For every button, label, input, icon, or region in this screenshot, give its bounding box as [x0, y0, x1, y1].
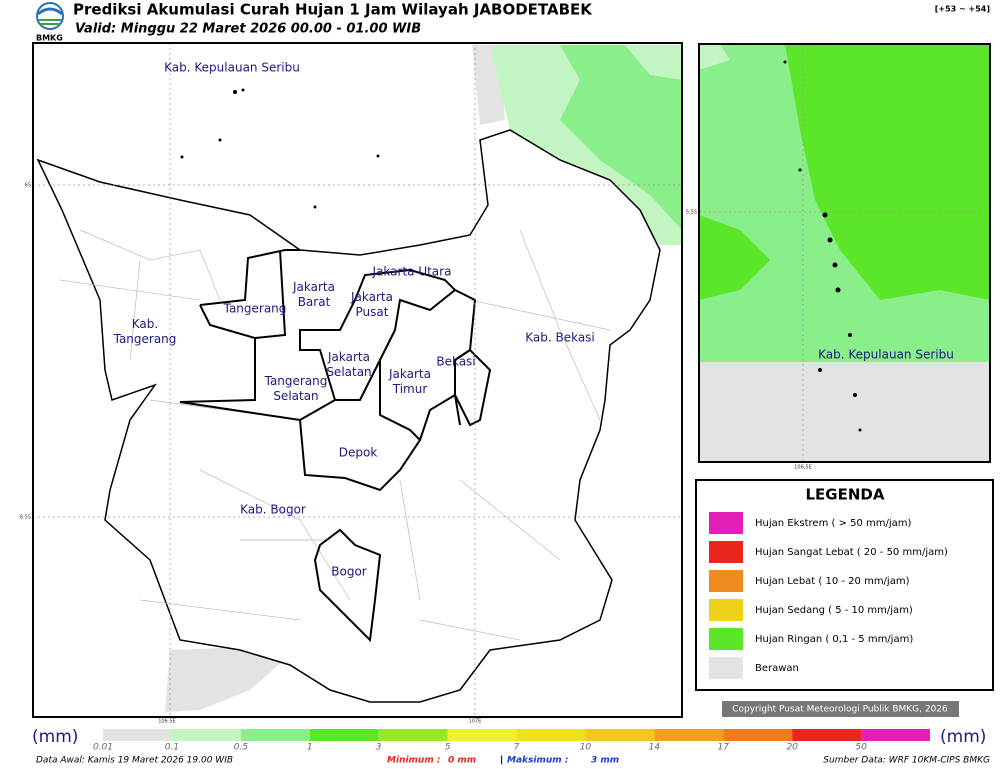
colorbar-tick: 5	[445, 743, 451, 753]
legend-swatch	[709, 657, 743, 679]
colorbar-tick: 17	[718, 743, 730, 753]
footer-max-label: Maksimum :	[507, 756, 568, 766]
inset-label: Kab. Kepulauan Seribu	[818, 348, 954, 362]
region-label: Kab. Bogor	[240, 503, 306, 517]
footer-separator: |	[500, 756, 503, 766]
colorbar-segment	[171, 729, 241, 741]
lat-tick: 6S	[25, 183, 31, 189]
legend-swatch	[709, 599, 743, 621]
region-label: Bekasi	[436, 355, 475, 369]
copyright-bg	[722, 701, 959, 717]
legend-label: Hujan Ekstrem ( > 50 mm/jam)	[755, 518, 912, 529]
legend-box	[695, 479, 994, 691]
region-label: Timur	[392, 382, 428, 396]
copyright: Copyright Pusat Meteorologi Publik BMKG,…	[732, 705, 948, 715]
code: [+53 ~ +54]	[935, 5, 990, 14]
colorbar-tick: 10	[580, 743, 592, 753]
legend-title: LEGENDA	[806, 486, 885, 504]
legend-swatch	[709, 628, 743, 650]
region-label: Kab.	[132, 317, 158, 331]
footer-min-label: Minimum :	[387, 756, 440, 766]
region-label: Tangerang	[223, 302, 287, 316]
colorbar-tick: 0.01	[93, 743, 113, 753]
colorbar-segment	[447, 729, 517, 741]
colorbar-segment	[240, 729, 310, 741]
legend-label: Berawan	[755, 663, 799, 674]
footer-source: Sumber Data: WRF 10KM-CIPS BMKG	[823, 756, 990, 766]
region-label: Selatan	[326, 365, 371, 379]
region-label: Selatan	[273, 389, 318, 403]
region-label: Jakarta Utara	[372, 265, 452, 279]
colorbar-unit: (mm)	[32, 727, 78, 747]
colorbar-segment	[103, 729, 172, 741]
legend-label: Hujan Sangat Lebat ( 20 - 50 mm/jam)	[755, 547, 948, 558]
colorbar-tick: 50	[855, 743, 867, 753]
legend-swatch	[709, 541, 743, 563]
lon-tick: 107E	[469, 719, 482, 725]
inset-map	[698, 43, 991, 463]
legend-swatch	[709, 570, 743, 592]
region-label: Depok	[339, 446, 378, 460]
colorbar-tick: 0.5	[234, 743, 249, 753]
lat-tick: 6.5S	[20, 515, 31, 521]
colorbar-segment	[309, 729, 379, 741]
footer-max-value: 3 mm	[591, 756, 619, 766]
colorbar-segment	[516, 729, 586, 741]
region-label: Jakarta	[350, 290, 393, 304]
region-label: Tangerang	[264, 374, 328, 388]
colorbar-tick: 1	[307, 743, 313, 753]
colorbar-tick: 0.1	[165, 743, 179, 753]
footer-min-value: 0 mm	[448, 756, 476, 766]
colorbar-tick: 3	[376, 743, 382, 753]
footer-start: Data Awal: Kamis 19 Maret 2026 19.00 WIB	[36, 756, 233, 766]
colorbar-segment	[792, 729, 862, 741]
lon-tick: 106.5E	[158, 719, 175, 725]
logo	[36, 2, 64, 30]
colorbar-segment	[378, 729, 448, 741]
region-label: Bogor	[331, 565, 367, 579]
region-label: Jakarta	[388, 367, 431, 381]
region-label: Pusat	[356, 305, 389, 319]
legend-swatch	[709, 512, 743, 534]
subtitle: Valid: Minggu 22 Maret 2026 00.00 - 01.0…	[75, 22, 421, 37]
lat-tick: 5.5S	[686, 210, 697, 216]
colorbar-segment	[861, 729, 930, 741]
region-label: Barat	[298, 295, 331, 309]
legend-label: Hujan Ringan ( 0,1 - 5 mm/jam)	[755, 634, 913, 645]
colorbar-segment	[723, 729, 793, 741]
region-label: Jakarta	[327, 350, 370, 364]
colorbar-segment	[585, 729, 655, 741]
region-label: Tangerang	[113, 332, 177, 346]
main-map	[32, 42, 683, 718]
colorbar-tick: 20	[786, 743, 798, 753]
title: Prediksi Akumulasi Curah Hujan 1 Jam Wil…	[73, 1, 593, 19]
region-label: Kab. Bekasi	[525, 331, 595, 345]
logo-text: BMKG	[36, 34, 63, 43]
colorbar-tick: 14	[649, 743, 661, 753]
region-label: Kab. Kepulauan Seribu	[164, 61, 300, 75]
colorbar-segment	[654, 729, 724, 741]
colorbar-unit: (mm)	[940, 727, 986, 747]
region-label: Jakarta	[292, 280, 335, 294]
legend-label: Hujan Sedang ( 5 - 10 mm/jam)	[755, 605, 913, 616]
lon-tick: 106.5E	[794, 465, 811, 471]
colorbar-tick: 7	[514, 743, 520, 753]
legend-label: Hujan Lebat ( 10 - 20 mm/jam)	[755, 576, 910, 587]
